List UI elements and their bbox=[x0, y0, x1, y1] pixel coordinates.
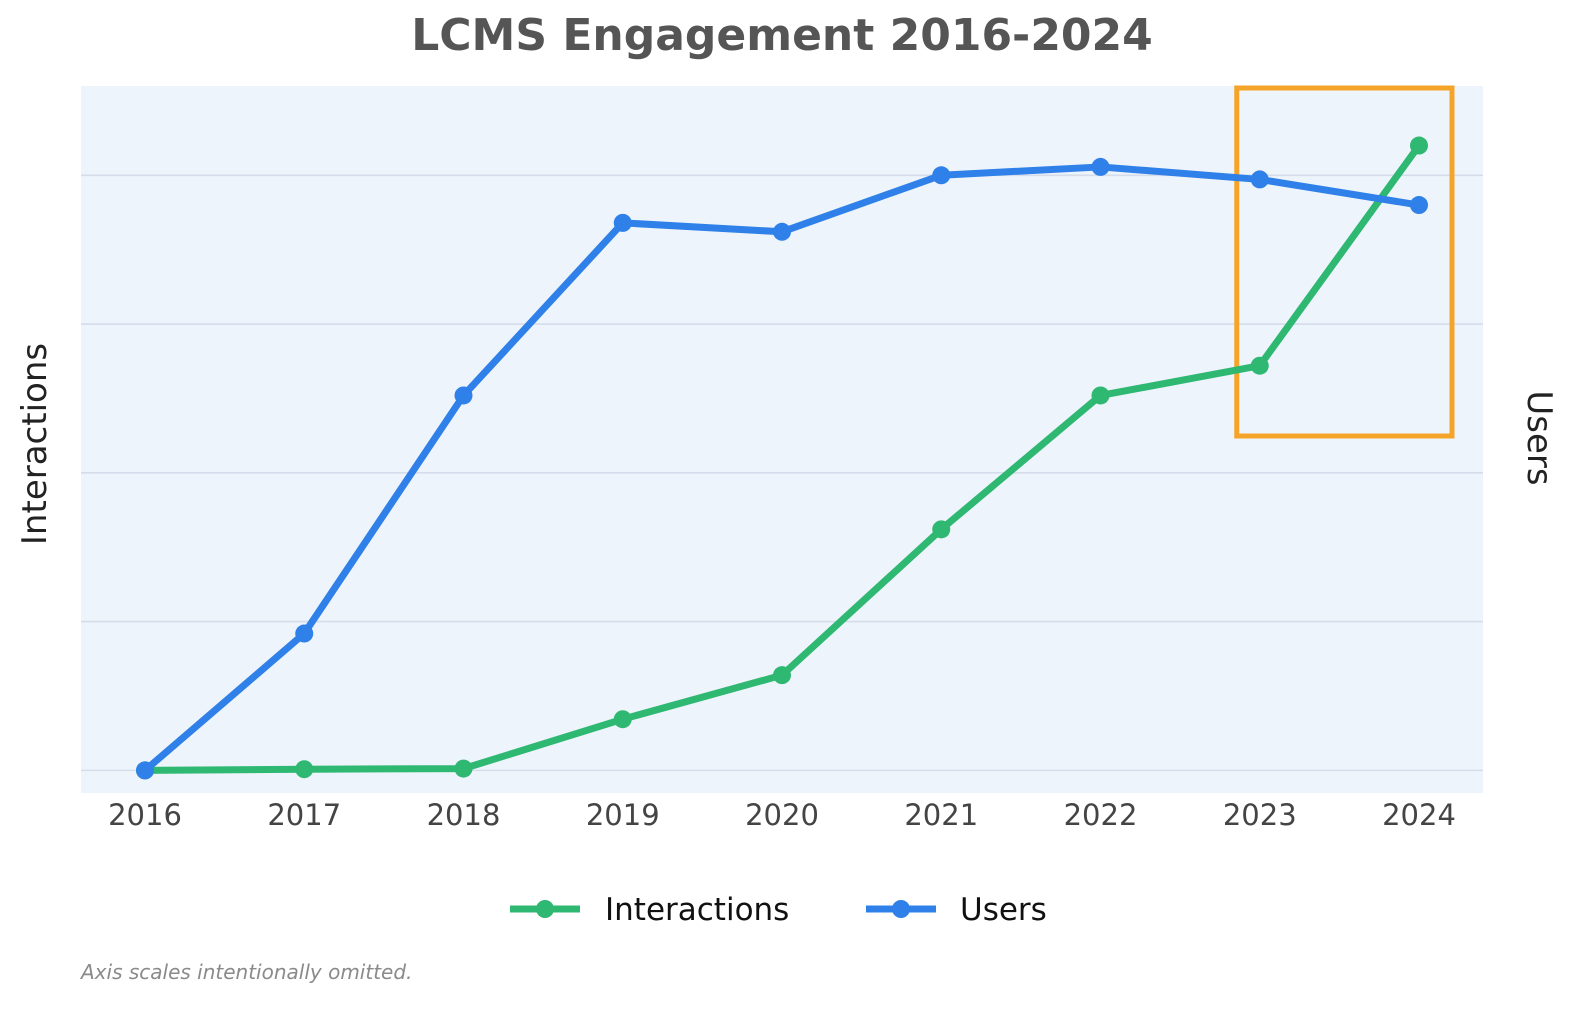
highlight-box bbox=[1234, 85, 1455, 439]
highlight-rect bbox=[1234, 85, 1455, 439]
plot-area bbox=[81, 86, 1483, 793]
x-tick-label: 2019 bbox=[586, 798, 660, 832]
legend-swatch-marker bbox=[892, 900, 910, 918]
x-tick-label: 2024 bbox=[1382, 798, 1456, 832]
data-point bbox=[1250, 170, 1269, 189]
x-tick-label: 2016 bbox=[108, 798, 182, 832]
data-point bbox=[295, 624, 314, 643]
x-tick-label: 2023 bbox=[1223, 798, 1297, 832]
data-point bbox=[454, 386, 473, 405]
data-point bbox=[1410, 196, 1428, 215]
data-point bbox=[932, 166, 951, 185]
data-point bbox=[613, 213, 632, 232]
series-group bbox=[136, 136, 1428, 780]
x-tick-label: 2018 bbox=[427, 798, 501, 832]
data-point bbox=[1410, 136, 1428, 155]
data-point bbox=[932, 520, 951, 539]
data-point bbox=[1250, 356, 1269, 375]
axis-scale-note: Axis scales intentionally omitted. bbox=[81, 960, 413, 984]
data-point bbox=[773, 666, 791, 685]
x-tick-label: 2022 bbox=[1064, 798, 1138, 832]
y-right-axis-label: Users bbox=[1519, 390, 1559, 485]
legend-label: Users bbox=[960, 892, 1047, 928]
data-point bbox=[1091, 157, 1110, 176]
x-tick-label: 2017 bbox=[267, 798, 341, 832]
legend: Interactions Users bbox=[510, 892, 1047, 928]
x-tick-label: 2020 bbox=[745, 798, 819, 832]
data-point bbox=[1091, 386, 1110, 405]
data-point bbox=[295, 760, 314, 779]
chart-title: LCMS Engagement 2016-2024 bbox=[411, 10, 1153, 61]
data-point bbox=[454, 759, 473, 778]
x-tick-labels: 2016 2017 2018 2019 2020 2021 2022 2023 2024 bbox=[108, 798, 1456, 832]
data-point bbox=[613, 710, 632, 729]
data-point bbox=[136, 761, 154, 780]
legend-label: Interactions bbox=[605, 892, 789, 928]
x-tick-label: 2021 bbox=[904, 798, 978, 832]
data-point bbox=[773, 222, 791, 241]
legend-swatch-marker bbox=[536, 900, 554, 918]
y-left-axis-label: Interactions bbox=[15, 343, 55, 545]
